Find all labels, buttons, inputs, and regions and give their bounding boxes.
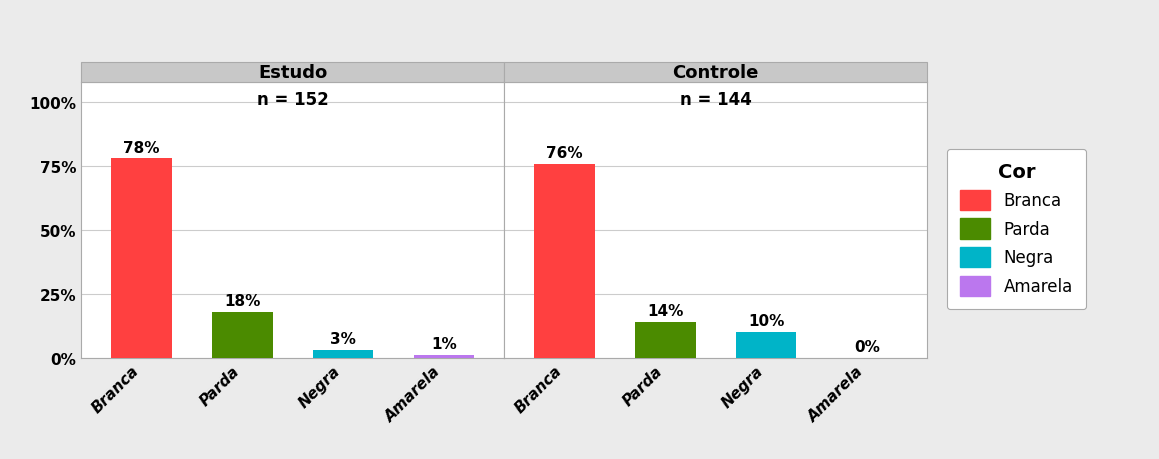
Text: Estudo: Estudo xyxy=(258,64,327,82)
Bar xyxy=(736,332,796,358)
Text: Controle: Controle xyxy=(672,64,759,82)
Bar xyxy=(635,322,695,358)
Text: 10%: 10% xyxy=(748,314,785,329)
Bar xyxy=(414,355,474,358)
Text: 78%: 78% xyxy=(123,140,160,155)
Text: 1%: 1% xyxy=(431,337,457,352)
Bar xyxy=(111,159,172,358)
Text: n = 152: n = 152 xyxy=(257,91,328,109)
Text: 76%: 76% xyxy=(546,146,583,160)
FancyBboxPatch shape xyxy=(504,63,927,83)
Bar xyxy=(212,312,272,358)
Text: 0%: 0% xyxy=(854,339,880,354)
Bar xyxy=(313,350,373,358)
FancyBboxPatch shape xyxy=(81,63,504,83)
Legend: Branca, Parda, Negra, Amarela: Branca, Parda, Negra, Amarela xyxy=(947,150,1086,309)
Bar xyxy=(534,164,595,358)
Text: 3%: 3% xyxy=(330,331,356,347)
Text: 18%: 18% xyxy=(224,293,261,308)
Text: 14%: 14% xyxy=(647,303,684,319)
Text: n = 144: n = 144 xyxy=(679,91,752,109)
